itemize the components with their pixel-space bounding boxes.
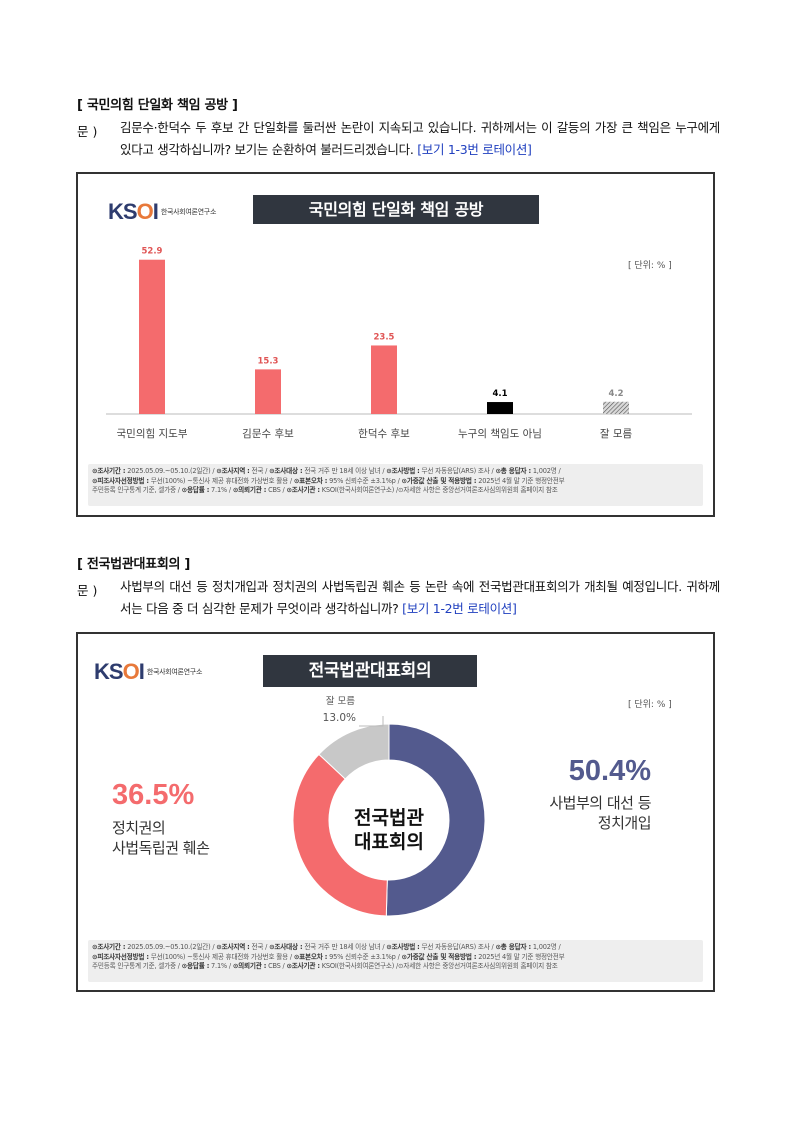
- bar-category-label: 한덕수 후보: [358, 428, 410, 440]
- donut-chart: 잘 모름 13.0% 전국법관 대표회의: [292, 695, 486, 917]
- logo-subtitle: 한국사회여론연구소: [146, 668, 203, 676]
- bar-4: [603, 401, 629, 414]
- survey-footer-2: ⊙조사기간 : 2025.05.09.~05.10.(2일간) / ⊙조사지역 …: [88, 940, 703, 982]
- rotation-note-2: [보기 1-2번 로테이션]: [402, 601, 517, 616]
- survey-footer-1: ⊙조사기간 : 2025.05.09.~05.10.(2일간) / ⊙조사지역 …: [88, 464, 703, 506]
- right-percent: 50.4%: [568, 755, 651, 787]
- bar-value-label: 4.1: [492, 389, 507, 399]
- bar-value-label: 52.9: [142, 247, 163, 257]
- question-body-2: 사법부의 대선 등 정치개입과 정치권의 사법독립권 훼손 등 논란 속에 전국…: [120, 579, 720, 616]
- bar-category-label: 잘 모름: [600, 428, 633, 440]
- question-prefix-2: 문 ): [77, 583, 98, 598]
- donut-center-line-2: 대표회의: [354, 831, 424, 853]
- logo-subtitle: 한국사회여론연구소: [160, 208, 217, 216]
- footer-line-1: ⊙조사기간 : 2025.05.09.~05.10.(2일간) / ⊙조사지역 …: [92, 467, 561, 475]
- footer-line-3: 주민등록 인구통계 기준, 셀가중 / ⊙응답률 : 7.1% / ⊙의뢰기관 …: [92, 486, 558, 494]
- donut-center-line-1: 전국법관: [354, 807, 424, 829]
- left-percent: 36.5%: [112, 779, 195, 811]
- ksoi-logo: KSOI 한국사회여론연구소: [94, 659, 202, 685]
- chart-frame-2: KSOI 한국사회여론연구소 전국법관대표회의 [ 단위: % ] 잘 모름 1…: [76, 632, 715, 992]
- chart-banner-2: 전국법관대표회의: [263, 655, 477, 687]
- question-body-1: 김문수·한덕수 두 후보 간 단일화를 둘러싼 논란이 지속되고 있습니다. 귀…: [120, 120, 720, 157]
- question-prefix-1: 문 ): [77, 124, 98, 139]
- bar-value-label: 23.5: [374, 332, 395, 342]
- bar-category-label: 누구의 책임도 아님: [458, 427, 542, 440]
- bar-category-label: 김문수 후보: [242, 428, 294, 440]
- logo-mark: KSOI: [108, 199, 159, 224]
- unit-label-1: [ 단위: % ]: [628, 261, 672, 271]
- bar-0: [139, 259, 165, 414]
- question-text-2: 사법부의 대선 등 정치개입과 정치권의 사법독립권 훼손 등 논란 속에 전국…: [120, 576, 720, 620]
- ksoi-logo: KSOI 한국사회여론연구소: [108, 199, 216, 225]
- left-label: 정치권의 사법독립권 훼손: [112, 818, 210, 858]
- donut-slice-politics: [292, 753, 388, 917]
- section-heading-2: [ 전국법관대표회의 ]: [77, 557, 191, 572]
- dk-percent: 13.0%: [323, 712, 356, 724]
- bar-value-label: 4.2: [608, 389, 623, 399]
- footer-line-2: ⊙피조사자선정방법 : 무선(100%) ~통신사 제공 휴대전화 가상번호 활…: [92, 476, 565, 485]
- question-text-1: 김문수·한덕수 두 후보 간 단일화를 둘러싼 논란이 지속되고 있습니다. 귀…: [120, 117, 720, 161]
- bar-2: [371, 345, 397, 414]
- bar-value-label: 15.3: [258, 356, 279, 366]
- donut-slice-unknown: [318, 723, 390, 780]
- left-label-line-2: 사법독립권 훼손: [112, 839, 210, 857]
- right-label-line-1: 사법부의 대선 등: [549, 794, 651, 812]
- donut-slice-judiciary: [385, 723, 486, 917]
- chart-banner-1: 국민의힘 단일화 책임 공방: [253, 195, 539, 224]
- section-heading-1: [ 국민의힘 단일화 책임 공방 ]: [77, 98, 238, 113]
- footer-line-1: ⊙조사기간 : 2025.05.09.~05.10.(2일간) / ⊙조사지역 …: [92, 943, 561, 951]
- left-label-line-1: 정치권의: [112, 819, 166, 837]
- bar-1: [255, 369, 281, 414]
- footer-line-3: 주민등록 인구통계 기준, 셀가중 / ⊙응답률 : 7.1% / ⊙의뢰기관 …: [92, 962, 558, 970]
- dk-leader-line: [359, 716, 384, 727]
- logo-mark: KSOI: [94, 659, 145, 684]
- dk-label: 잘 모름: [326, 695, 355, 707]
- bar-3: [487, 402, 513, 414]
- bar-category-label: 국민의힘 지도부: [117, 428, 188, 440]
- right-label: 사법부의 대선 등 정치개입: [549, 793, 651, 833]
- chart-frame-1: KSOI 한국사회여론연구소 국민의힘 단일화 책임 공방 [ 단위: % ] …: [76, 172, 715, 517]
- unit-label-2: [ 단위: % ]: [628, 700, 672, 710]
- rotation-note-1: [보기 1-3번 로테이션]: [417, 142, 532, 157]
- footer-line-2: ⊙피조사자선정방법 : 무선(100%) ~통신사 제공 휴대전화 가상번호 활…: [92, 952, 565, 961]
- right-label-line-2: 정치개입: [597, 814, 652, 832]
- bar-chart: 52.9 국민의힘 지도부 15.3 김문수 후보 23.5 한덕수 후보 4.1 누구의 책…: [106, 247, 692, 440]
